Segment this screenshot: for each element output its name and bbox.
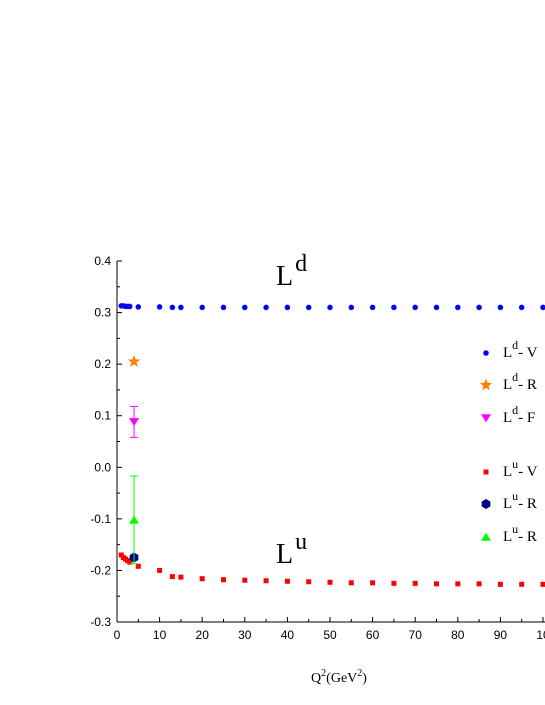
legend-marker [479,378,493,391]
x-tick-label: 30 [238,628,252,642]
data-point [284,578,290,584]
data-point [220,304,227,311]
legend-label: Lu- V [503,457,538,480]
data-point [118,552,124,558]
data-point [370,580,376,586]
data-point [497,581,503,587]
data-point [169,574,175,580]
legend-label: Ld- R [503,370,537,393]
y-tick-label: -0.2 [90,563,111,577]
series-3 [118,552,545,587]
y-tick-label: 0.0 [94,460,111,474]
data-point [391,304,397,311]
axes: -0.3 -0.2 -0.1 0.0 0.1 0.2 0.3 0.4 0 10 20 30 40 50 60… [90,254,545,686]
annotations: Ld Lu [276,251,307,570]
legend-marker [481,414,491,423]
data-point [455,581,461,587]
legend-entry: Ld- V [483,338,538,361]
legend-marker [483,469,489,475]
data-point [476,304,482,311]
data-point [178,304,184,311]
data-point [327,579,333,585]
data-point [348,580,354,586]
data-point [199,304,205,311]
x-tick-label: 60 [366,628,380,642]
series-0 [118,303,545,311]
legend-label: Ld- V [503,338,538,361]
data-point [263,578,269,584]
data-point [433,304,440,311]
y-tick-label: 0.4 [94,254,111,268]
plot-marks [118,303,545,587]
data-point [391,580,397,586]
annotation-label: Lu [276,529,307,570]
legend-marker [481,532,491,541]
series-5 [129,475,140,565]
series-2 [129,405,140,438]
x-tick-label: 10 [536,628,545,642]
data-point [157,567,163,573]
data-point [305,304,312,311]
data-point [306,579,312,585]
data-point [412,304,418,311]
y-tick-label: 0.3 [94,306,111,320]
legend-entry: Lu- V [483,457,538,480]
data-point [242,577,248,583]
data-point [178,574,184,580]
legend-marker [481,499,491,509]
legend-entry: Lu- R [481,489,537,512]
data-point [434,581,439,587]
data-point [497,304,504,311]
legend-entry: Ld- F [481,403,535,426]
x-tick-label: 50 [323,628,337,642]
data-point [412,580,418,586]
data-point [540,304,545,311]
data-point [242,304,248,311]
x-tick-label: 40 [281,628,295,642]
data-point [169,304,176,311]
x-tick-label: 20 [196,628,210,642]
x-tick-label: 0 [114,628,121,642]
data-point [156,304,163,310]
data-point [199,576,205,582]
annotation-label: Ld [276,251,307,292]
data-point [135,563,141,569]
data-point [129,515,140,524]
data-point [127,355,141,367]
data-point [369,304,376,311]
series-1 [127,355,141,367]
legend-label: Lu- R [503,489,537,512]
data-point [127,559,133,565]
data-point [284,304,291,311]
data-point [518,304,525,311]
data-point [135,304,142,310]
data-point [127,303,133,310]
data-point [129,418,140,427]
legend-label: Ld- F [503,403,535,426]
x-tick-label: 10 [153,628,167,642]
data-point [476,581,482,587]
data-point [519,581,525,587]
x-tick-label: 90 [494,628,508,642]
legend: Ld- V Ld- R Ld- F Lu- V Lu- R Lu- R [479,338,538,545]
legend-entry: Ld- R [479,370,537,393]
y-tick-label: -0.1 [90,512,111,526]
legend-label: Lu- R [503,522,537,545]
data-point [455,304,461,311]
legend-entry: Lu- R [481,522,537,545]
legend-marker [483,350,489,356]
x-tick-label: 80 [451,628,465,642]
y-tick-label: 0.2 [94,357,111,371]
x-axis-label: Q2(GeV2) [311,668,367,686]
data-point [540,581,545,587]
y-tick-label: -0.3 [90,615,111,629]
y-tick-label: 0.1 [94,409,111,423]
data-point [348,304,355,311]
data-point [263,304,269,311]
data-point [327,304,333,311]
data-point [221,577,226,583]
x-tick-label: 70 [409,628,423,642]
